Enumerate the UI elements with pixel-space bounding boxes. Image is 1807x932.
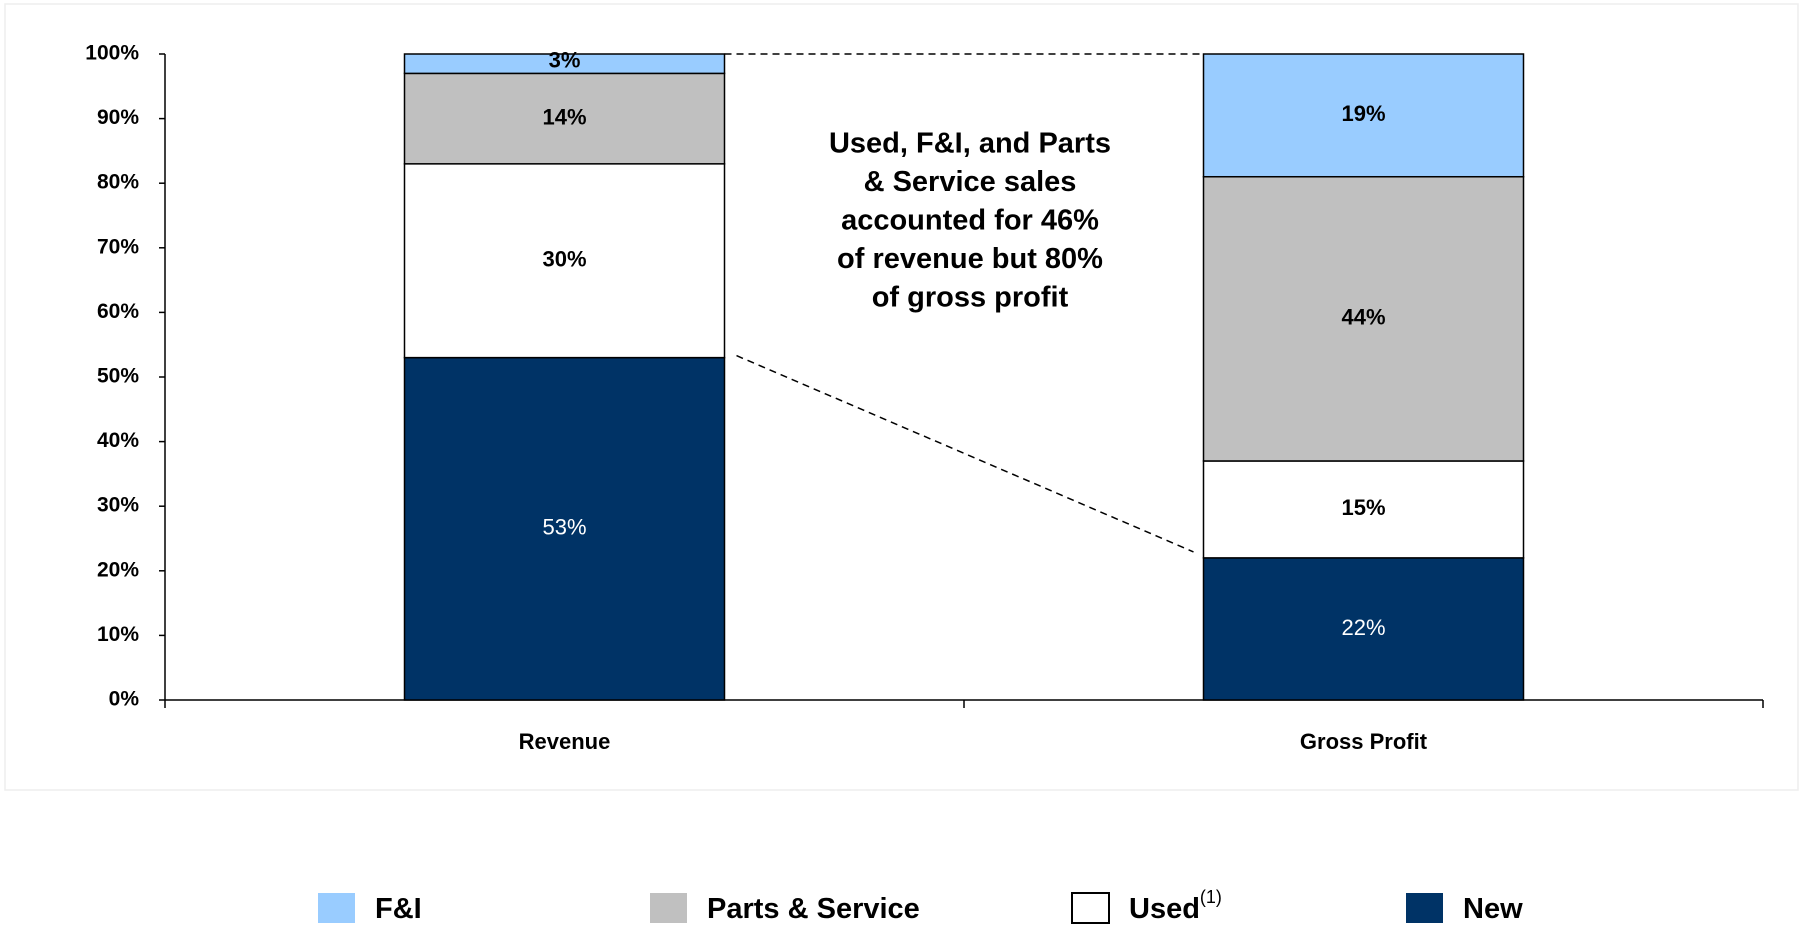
data-label: 3% xyxy=(549,48,581,73)
y-tick-label: 60% xyxy=(97,300,139,323)
annotation: accounted for 46% xyxy=(841,205,1099,237)
y-tick-label: 90% xyxy=(97,106,139,129)
bar-segment xyxy=(1202,175,1525,462)
y-tick-label: 50% xyxy=(97,365,139,388)
legend-name: Parts & Service xyxy=(707,893,920,925)
chart-frame xyxy=(4,3,1799,791)
y-tick-label: 30% xyxy=(97,494,139,517)
legend-name: New xyxy=(1463,893,1523,925)
data-label: 53% xyxy=(542,515,586,540)
y-tick-label: 80% xyxy=(97,171,139,194)
legend-name: F&I xyxy=(375,893,422,925)
bar-segment xyxy=(403,356,726,701)
data-label: 15% xyxy=(1341,495,1385,520)
legend-name: Used xyxy=(1129,893,1200,925)
bar-segment xyxy=(403,53,726,75)
legend-swatch xyxy=(318,893,355,923)
data-label: 22% xyxy=(1341,615,1385,640)
legend-superscript: (1) xyxy=(1200,887,1222,907)
data-label: 30% xyxy=(542,247,586,272)
legend-swatch xyxy=(650,893,687,923)
y-tick-label: 40% xyxy=(97,429,139,452)
legend-swatch xyxy=(1406,893,1443,923)
annotation: & Service sales xyxy=(864,166,1077,198)
bar-segment xyxy=(1202,53,1525,178)
data-label: 19% xyxy=(1341,101,1385,126)
legend-label: New xyxy=(1463,893,1523,925)
annotation: of revenue but 80% xyxy=(837,243,1103,275)
bar-segment xyxy=(403,163,726,359)
legend-label: Parts & Service xyxy=(707,893,920,925)
y-tick-label: 0% xyxy=(109,688,140,711)
legend-label: Used(1) xyxy=(1129,887,1222,925)
connector-line xyxy=(736,354,1194,553)
y-tick-label: 10% xyxy=(97,623,139,646)
y-tick-label: 20% xyxy=(97,558,139,581)
x-tick-label: Revenue xyxy=(519,729,611,754)
bar-segment xyxy=(1202,460,1525,559)
y-tick-label: 70% xyxy=(97,235,139,258)
y-tick-label: 100% xyxy=(85,42,139,65)
legend-swatch xyxy=(1071,892,1110,924)
bar-segment xyxy=(403,72,726,165)
legend-label: F&I xyxy=(375,893,422,925)
data-label: 14% xyxy=(542,104,586,129)
bar-segment xyxy=(1202,557,1525,701)
annotation: of gross profit xyxy=(872,282,1069,314)
data-label: 44% xyxy=(1341,305,1385,330)
annotation: Used, F&I, and Parts xyxy=(829,128,1111,160)
x-tick-label: Gross Profit xyxy=(1300,729,1428,754)
